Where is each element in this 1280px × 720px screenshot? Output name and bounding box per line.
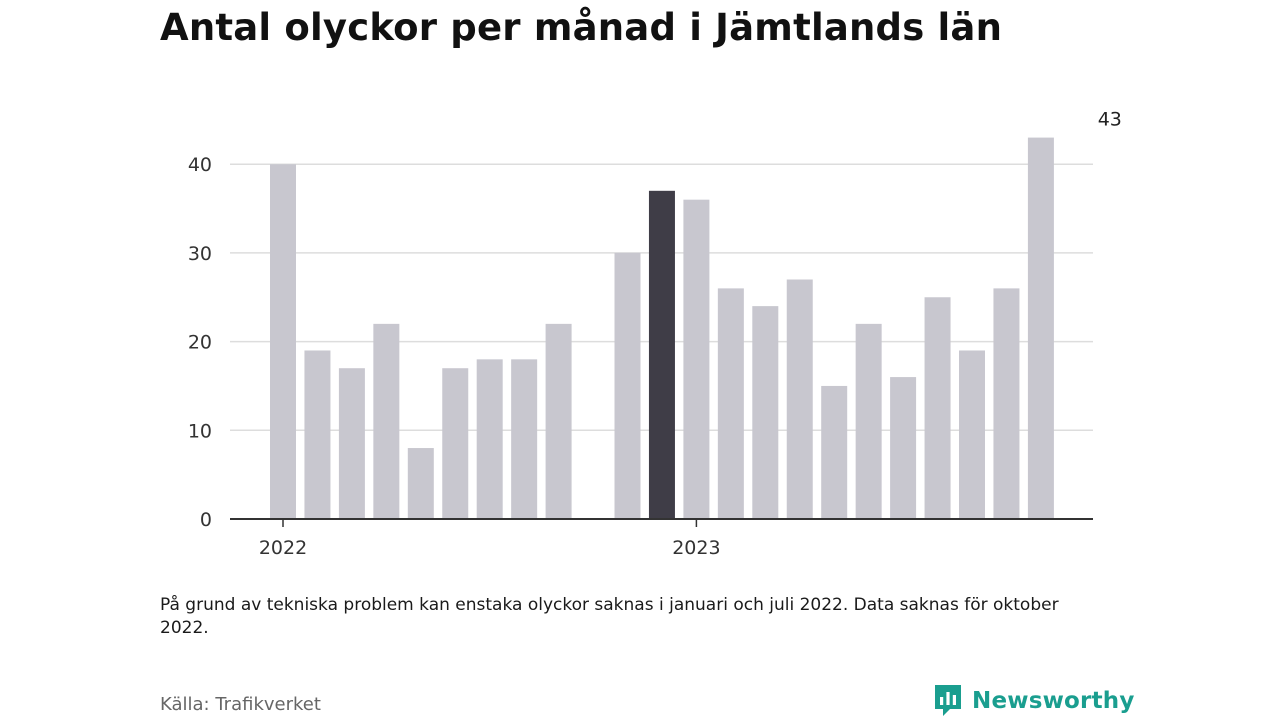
bar [924,297,951,519]
bar [338,368,365,519]
brand-name: Newsworthy [972,688,1135,714]
data-label: 43 [1098,109,1122,131]
bar-chart: 0 10 20 30 40 2022 2023 43 [188,109,1122,559]
y-tick-label: 0 [200,509,212,531]
bar [786,279,813,519]
newsworthy-logo-icon [935,685,961,716]
bar [270,164,296,519]
newsworthy-brand[interactable]: Newsworthy [932,683,1135,719]
bar [304,350,331,519]
bar [717,288,744,519]
bar [1027,137,1054,519]
axes [230,518,1093,527]
bar [476,359,503,519]
bar [442,368,469,519]
labels: 0 10 20 30 40 2022 2023 43 [188,109,1122,559]
source-credit: Källa: Trafikverket [160,694,321,715]
footnote: På grund av tekniska problem kan enstaka… [160,595,1059,638]
chart-title: Antal olyckor per månad i Jämtlands län [160,6,1003,49]
bar [752,306,779,519]
bar [648,190,675,519]
bar [993,288,1020,519]
y-tick-label: 40 [188,154,212,176]
y-tick-label: 20 [188,332,212,354]
bar [373,323,400,519]
x-tick-label: 2022 [259,537,307,559]
bar [890,377,917,519]
bar [545,323,572,519]
y-tick-label: 30 [188,243,212,265]
bar [855,323,882,519]
bar [683,199,710,519]
x-tick-label: 2023 [672,537,720,559]
bar [614,252,641,519]
bar [821,385,848,519]
bars [270,137,1054,519]
y-tick-label: 10 [188,420,212,442]
bar [407,448,434,519]
bar [511,359,538,519]
bar [959,350,985,519]
